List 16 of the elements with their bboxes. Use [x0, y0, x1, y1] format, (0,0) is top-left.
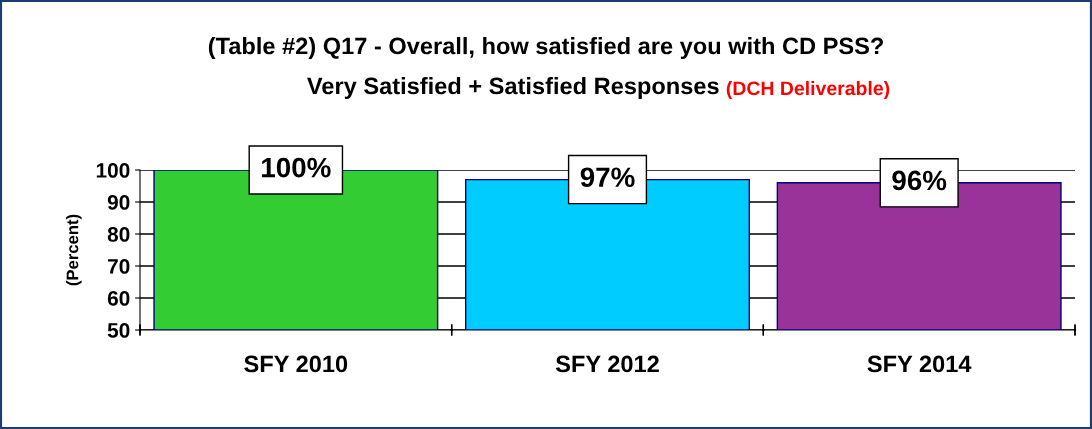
- data-label: 97%: [580, 167, 635, 188]
- data-label: 96%: [892, 170, 947, 191]
- y-axis-title: (Percent): [66, 214, 82, 286]
- x-tick-label: SFY 2014: [867, 355, 972, 373]
- y-tick-label: 70: [108, 259, 130, 274]
- text: (DCH Deliverable): [726, 80, 890, 100]
- x-tick-label: SFY 2010: [244, 355, 348, 373]
- y-tick-label: 60: [107, 291, 130, 306]
- chart-title: (Table #2) Q17 - Overall, how satisfied are you with CD PSS?: [208, 37, 883, 59]
- data-label: 100%: [262, 157, 331, 178]
- y-tick-label: 90: [107, 195, 130, 210]
- y-tick-label: 80: [107, 227, 130, 242]
- x-tick-label: SFY 2012: [555, 355, 659, 373]
- y-tick-label: 100: [96, 163, 130, 178]
- y-tick-label: 50: [107, 323, 130, 338]
- chart-subtitle: Very Satisfied + Satisfied Responses: [307, 77, 719, 99]
